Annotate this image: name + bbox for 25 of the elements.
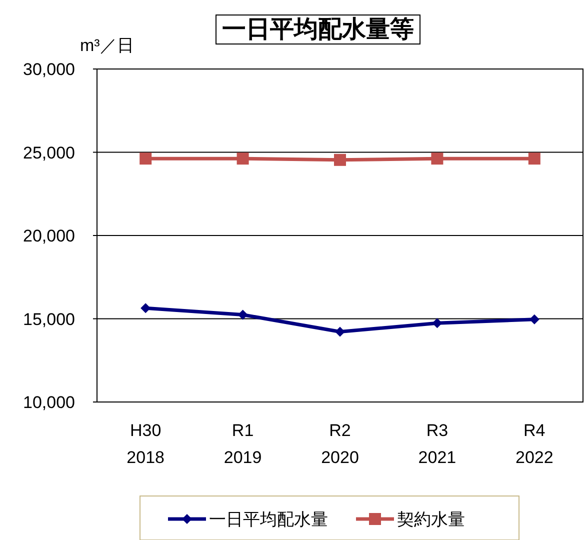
point: [238, 310, 248, 320]
point: [528, 152, 540, 165]
point: [431, 152, 444, 165]
y-tick-label: 30,000: [23, 60, 75, 79]
y-tick-label: 20,000: [23, 226, 75, 246]
point: [432, 318, 442, 328]
x-tick-label: H30 2018: [126, 421, 165, 467]
point: [236, 152, 249, 165]
legend-label: 一日平均配水量: [209, 510, 328, 529]
point: [529, 314, 540, 324]
chart-title: 一日平均配水量等: [222, 16, 414, 43]
point: [335, 326, 345, 337]
y-axis-title: m³／日: [80, 36, 134, 55]
legend-label: 契約水量: [397, 510, 465, 529]
y-tick-label: 15,000: [23, 310, 75, 329]
y-tick-label: 25,000: [23, 143, 75, 162]
x-tick-label: R3 2021: [418, 421, 456, 467]
x-tick-label: R4 2022: [515, 421, 554, 467]
title: 一日平均配水量等: [216, 14, 420, 44]
point: [140, 152, 152, 165]
x-tick-label: R2 2020: [321, 421, 359, 467]
y-tick-label: 10,000: [23, 393, 75, 412]
x-tick-label: R1 2019: [224, 421, 262, 467]
point: [140, 303, 151, 314]
point: [334, 154, 346, 166]
